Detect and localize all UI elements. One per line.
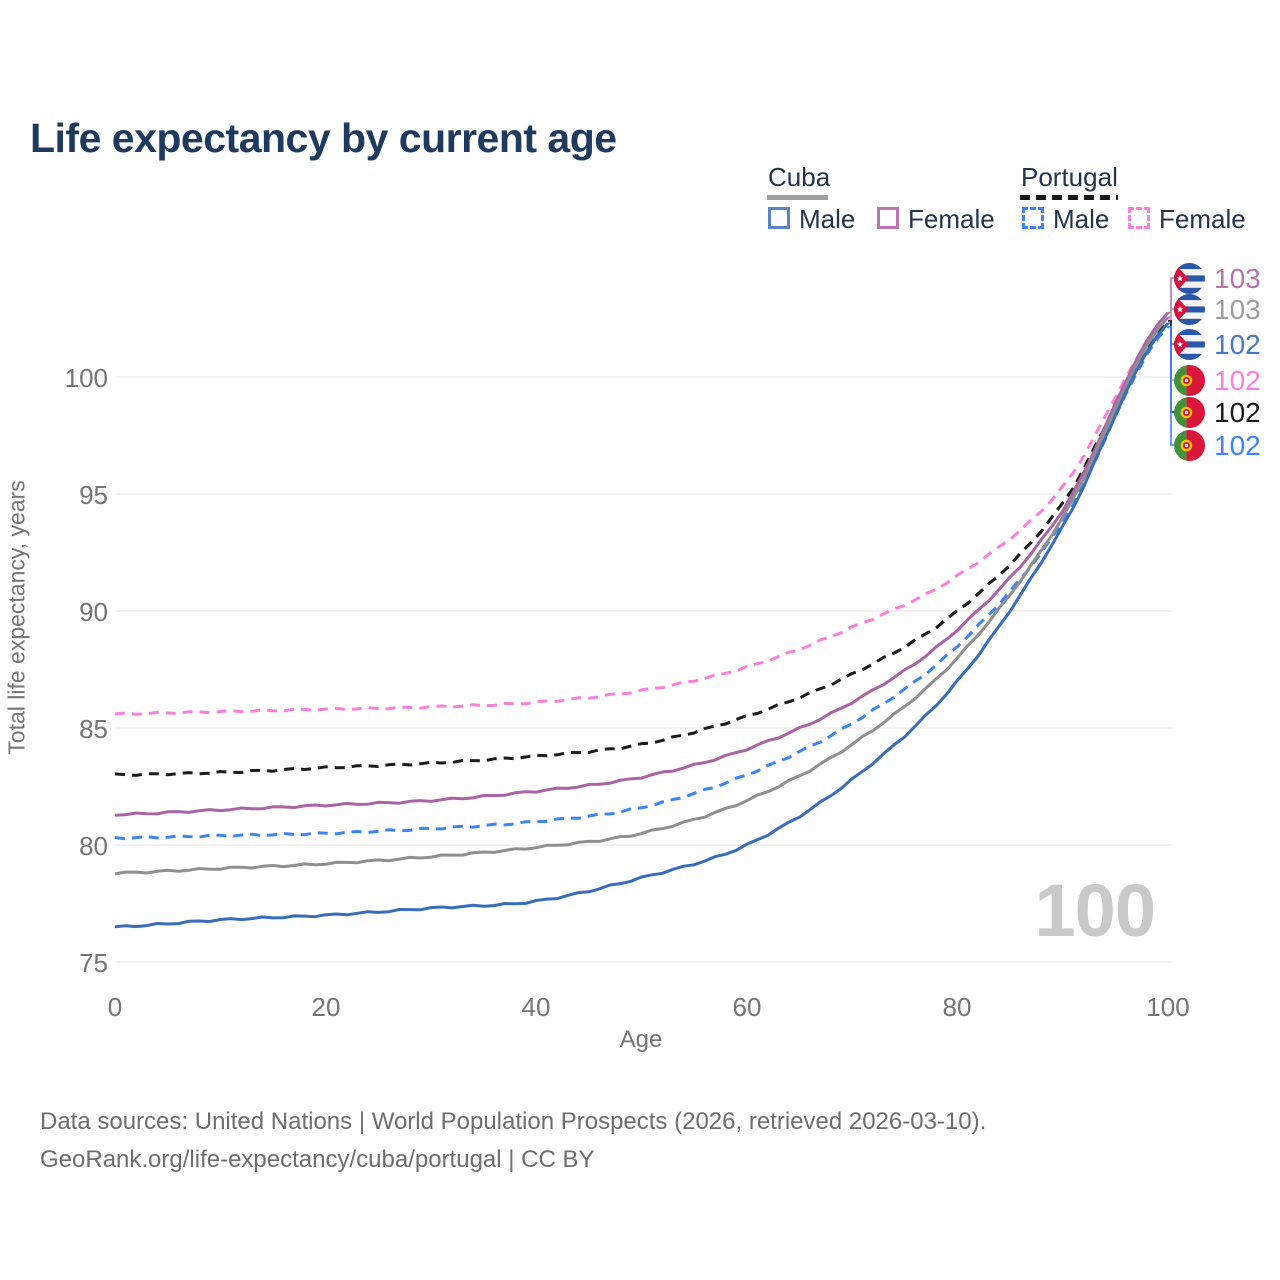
end-label-value: 102 <box>1214 430 1261 461</box>
end-label-value: 103 <box>1214 294 1261 325</box>
x-tick: 40 <box>521 992 551 1022</box>
legend-group-portugal: Portugal <box>1021 162 1118 192</box>
legend-key-cuba-female <box>877 207 899 229</box>
end-label-connector <box>1168 308 1175 319</box>
legend-group-cuba: Cuba <box>768 162 831 192</box>
end-label-value: 102 <box>1214 397 1261 428</box>
y-tick: 100 <box>64 363 108 393</box>
legend-key-cuba-line <box>767 195 828 200</box>
cuba-flag-icon <box>1174 263 1205 294</box>
x-tick: 60 <box>732 992 762 1022</box>
cuba-flag-icon <box>1174 294 1205 325</box>
footer-url-line: GeoRank.org/life-expectancy/cuba/portuga… <box>40 1146 595 1173</box>
y-tick: 90 <box>79 597 108 627</box>
watermark-age-label: 100 <box>1034 869 1156 952</box>
y-axis-title: Total life expectancy, years <box>3 480 30 755</box>
end-label-connector <box>1168 277 1175 314</box>
legend-label-portugal-female: Female <box>1159 204 1246 234</box>
line-cuba-female <box>114 311 1170 817</box>
y-tick: 95 <box>79 480 108 510</box>
portugal-flag-icon <box>1174 397 1205 428</box>
footer-source-line: Data sources: United Nations | World Pop… <box>40 1108 987 1135</box>
legend-label-cuba-male: Male <box>799 204 856 234</box>
x-tick: 20 <box>311 992 341 1022</box>
page-title: Life expectancy by current age <box>30 115 617 162</box>
legend-key-cuba-male <box>768 207 790 229</box>
x-axis-title: Age <box>619 1026 663 1053</box>
y-tick: 80 <box>79 831 108 861</box>
y-tick: 75 <box>79 948 108 978</box>
x-tick: 0 <box>107 992 123 1022</box>
x-tick: 80 <box>942 992 972 1022</box>
line-portugal-male <box>114 325 1170 841</box>
end-label-value: 102 <box>1214 329 1261 360</box>
portugal-flag-icon <box>1174 430 1205 461</box>
line-portugal-female <box>114 317 1170 716</box>
legend-label-cuba-female: Female <box>908 204 995 234</box>
line-cuba-male <box>114 322 1170 929</box>
y-tick: 85 <box>79 714 108 744</box>
line-cuba-total <box>114 316 1170 876</box>
portugal-flag-icon <box>1174 365 1205 396</box>
x-tick: 100 <box>1146 992 1190 1022</box>
cuba-flag-icon <box>1174 329 1205 360</box>
end-label-value: 103 <box>1214 263 1261 294</box>
end-label-connector <box>1168 325 1175 446</box>
line-portugal-total <box>114 319 1170 777</box>
legend-key-portugal-female <box>1128 207 1150 229</box>
legend-key-portugal-line <box>1020 195 1118 200</box>
legend-label-portugal-male: Male <box>1053 204 1110 234</box>
end-label-value: 102 <box>1214 365 1261 396</box>
legend-key-portugal-male <box>1022 207 1044 229</box>
